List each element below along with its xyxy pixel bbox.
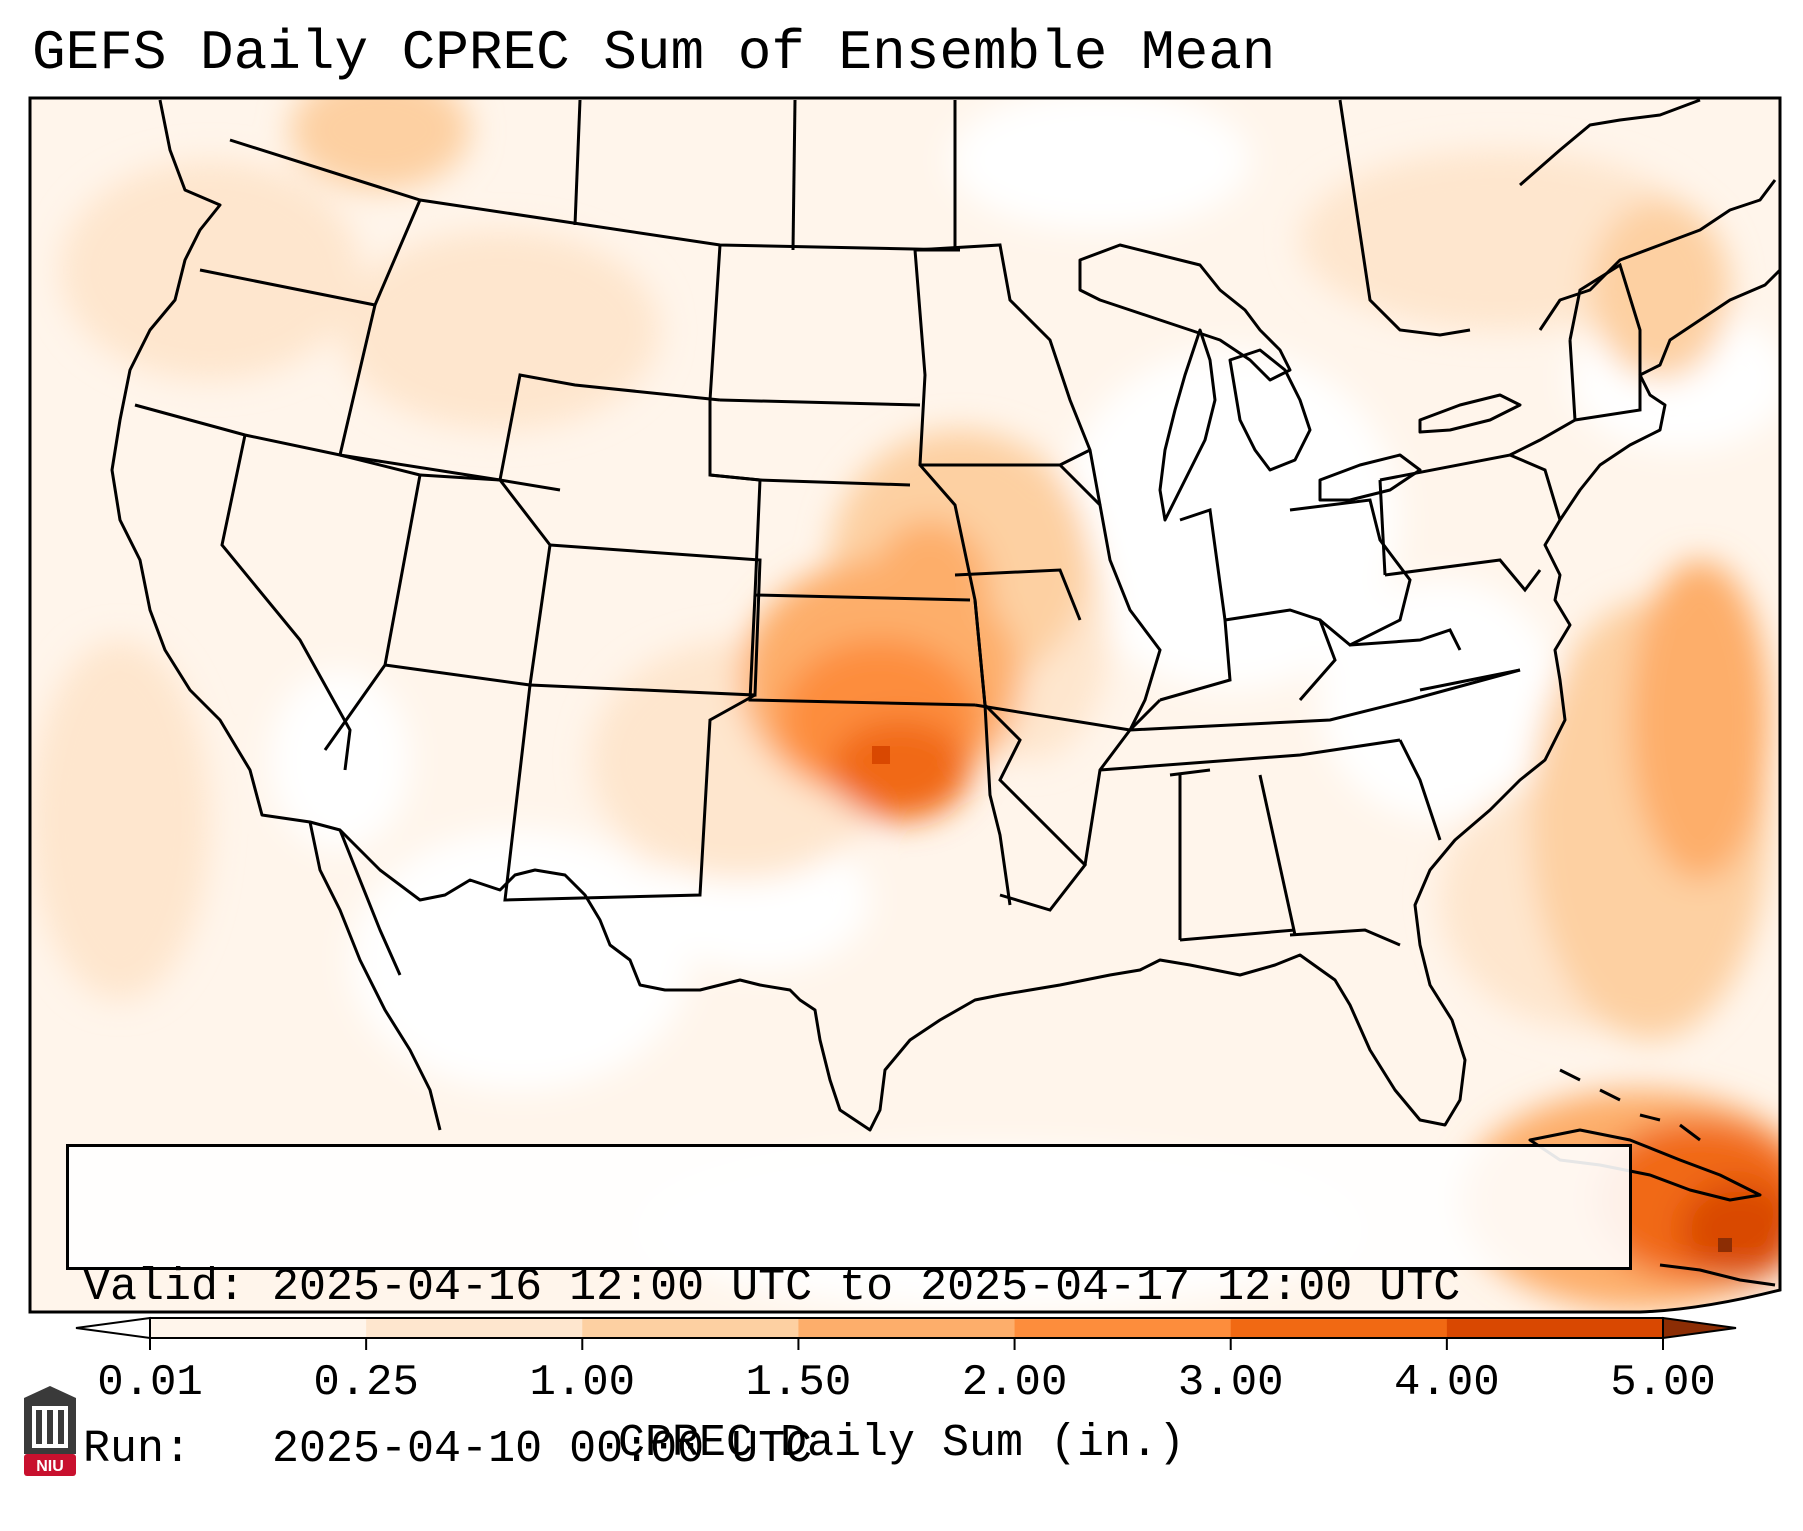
colorbar-tick-label: 2.00: [962, 1358, 1068, 1408]
colorbar-label: CPREC Daily Sum (in.): [617, 1418, 1186, 1469]
colorbar-segment: [1446, 1318, 1664, 1338]
state-boundaries: [134, 99, 1642, 947]
colorbar-tick-label: 0.25: [313, 1358, 419, 1408]
niu-logo-icon: NIU: [24, 1386, 76, 1476]
colorbar-tick-label: 1.00: [529, 1358, 635, 1408]
colorbar-over-extension: [1662, 1316, 1737, 1340]
page-title: GEFS Daily CPREC Sum of Ensemble Mean: [32, 21, 1276, 85]
valid-run-info-box: Valid: 2025-04-16 12:00 UTC to 2025-04-1…: [66, 1144, 1632, 1475]
map-panel: [28, 96, 1782, 1314]
coastlines: [110, 98, 1782, 1287]
valid-time-text: Valid: 2025-04-16 12:00 UTC to 2025-04-1…: [83, 1262, 1461, 1313]
run-time-text: Run: 2025-04-10 00:00 UTC: [83, 1424, 813, 1475]
colorbar-tick-label: 0.01: [97, 1358, 203, 1408]
colorbar-tick-label: 1.50: [746, 1358, 852, 1408]
colorbar-tick-label: 4.00: [1394, 1358, 1500, 1408]
colorbar-under-extension: [75, 1316, 151, 1340]
colorbar-segment: [1230, 1318, 1448, 1338]
colorbar-outline: [149, 1317, 1664, 1339]
colorbar-segment: [582, 1318, 799, 1338]
colorbar-segment: [1014, 1318, 1232, 1338]
colorbar-segment: [366, 1318, 583, 1338]
colorbar-tick-label: 5.00: [1610, 1358, 1716, 1408]
colorbar-segment: [150, 1318, 367, 1338]
precip-field: [30, 98, 1780, 1312]
colorbar-tick-label: 3.00: [1178, 1358, 1284, 1408]
niu-logo-text: NIU: [36, 1458, 64, 1475]
colorbar: 0.01 0.25 1.00 1.50 2.00 3.00 4.00 5.00: [75, 1316, 1737, 1408]
colorbar-segment: [798, 1318, 1016, 1338]
